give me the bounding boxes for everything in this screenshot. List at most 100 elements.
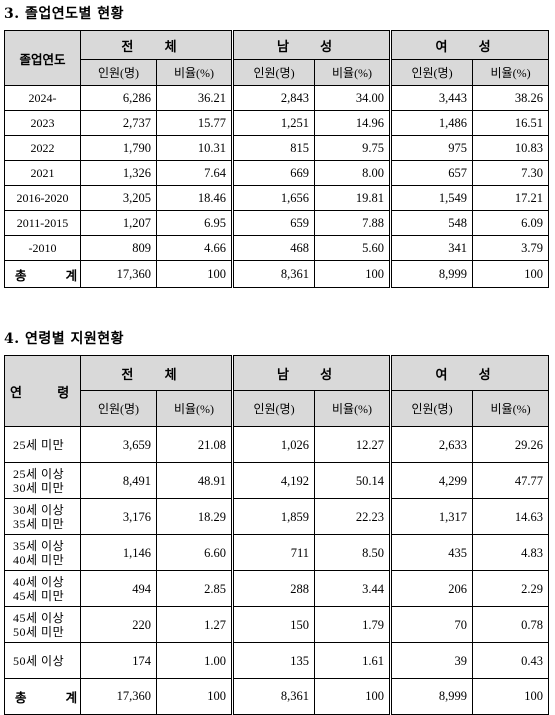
subheader: 비율(%) [472, 59, 550, 86]
row-label: 35세 이상 40세 미만 [4, 534, 81, 571]
row-label: 2024- [4, 85, 81, 111]
total-cell: 17,360 [80, 678, 157, 715]
table-cell: 8.50 [314, 534, 392, 571]
table-cell: 7.30 [472, 160, 550, 186]
row-label: 40세 이상 45세 미만 [4, 570, 81, 607]
table-cell: 34.00 [314, 85, 392, 111]
table-cell: 1,790 [80, 135, 157, 161]
total-cell: 8,361 [231, 260, 316, 288]
table-cell: 6.95 [155, 210, 234, 236]
row-header: 졸업연도 [4, 30, 81, 86]
row-label-line: 40세 이상 [13, 574, 65, 589]
row-label: -2010 [4, 235, 81, 261]
table-cell: 21.08 [155, 426, 234, 463]
table-cell: 0.78 [472, 606, 550, 643]
table-cell: 1,026 [231, 426, 316, 463]
row-label: 2011-2015 [4, 210, 81, 236]
table-cell: 50.14 [314, 462, 392, 499]
table-cell: 4.83 [472, 534, 550, 571]
table-cell: 435 [389, 534, 474, 571]
table-row: 30세 이상 35세 미만 3,176 18.29 1,859 22.23 1,317 14.… [4, 498, 550, 535]
row-label-line: 25세 이상 [13, 466, 65, 481]
subheader: 비율(%) [314, 390, 392, 427]
subheader: 비율(%) [155, 59, 234, 86]
table-cell: 10.31 [155, 135, 234, 161]
table-cell: 17.21 [472, 185, 550, 211]
group-header-total: 전 체 [79, 30, 234, 60]
table-cell: 29.26 [472, 426, 550, 463]
row-label: 2021 [4, 160, 81, 186]
row-label-line: 35세 미만 [13, 516, 65, 531]
table-cell: 14.63 [472, 498, 550, 535]
table-cell: 14.96 [314, 110, 392, 136]
table-cell: 5.60 [314, 235, 392, 261]
table-cell: 7.64 [155, 160, 234, 186]
row-label-line: 45세 미만 [13, 588, 65, 603]
subheader: 비율(%) [155, 390, 234, 427]
group-header-total: 전 체 [79, 355, 234, 391]
table-cell: 1.79 [314, 606, 392, 643]
row-label-line: 25세 미만 [13, 437, 65, 452]
table-cell: 3,176 [80, 498, 157, 535]
row-label: 30세 이상 35세 미만 [4, 498, 81, 535]
total-cell: 100 [314, 260, 392, 288]
row-label-line: 35세 이상 [13, 538, 65, 553]
table-cell: 659 [231, 210, 316, 236]
table-cell: 1,486 [389, 110, 474, 136]
table-cell: 6.09 [472, 210, 550, 236]
table-cell: 3.44 [314, 570, 392, 607]
group-header-female: 여 성 [389, 30, 550, 60]
row-header: 연 령 [4, 355, 81, 427]
age-table: 연 령 전 체 남 성 여 성 인원(명) 비율(%) 인원(명) 비율(%) … [4, 355, 550, 715]
subheader: 비율(%) [472, 390, 550, 427]
total-cell: 8,999 [389, 260, 474, 288]
subheader: 비율(%) [314, 59, 392, 86]
table-cell: 1,656 [231, 185, 316, 211]
table-cell: 206 [389, 570, 474, 607]
subheader: 인원(명) [389, 390, 474, 427]
table-cell: 135 [231, 642, 316, 679]
table-cell: 39 [389, 642, 474, 679]
table-cell: 657 [389, 160, 474, 186]
row-label: 45세 이상 50세 미만 [4, 606, 81, 643]
table-cell: 7.88 [314, 210, 392, 236]
row-label-line: 30세 미만 [13, 480, 65, 495]
total-label: 총 계 [4, 260, 81, 288]
table-row: 2024- 6,286 36.21 2,843 34.00 3,443 38.26 [4, 85, 550, 111]
table-cell: 2,843 [231, 85, 316, 111]
table-cell: 3,205 [80, 185, 157, 211]
total-cell: 8,999 [389, 678, 474, 715]
table-cell: 1,317 [389, 498, 474, 535]
table-cell: 2,737 [80, 110, 157, 136]
group-header-male: 남 성 [231, 30, 392, 60]
table-cell: 3,443 [389, 85, 474, 111]
table-cell: 19.81 [314, 185, 392, 211]
table-row: 45세 이상 50세 미만 220 1.27 150 1.79 70 0.78 [4, 606, 550, 643]
table-cell: 711 [231, 534, 316, 571]
table-cell: 815 [231, 135, 316, 161]
table-row: 40세 이상 45세 미만 494 2.85 288 3.44 206 2.29 [4, 570, 550, 607]
table-cell: 4,299 [389, 462, 474, 499]
section-title-age: 4. 연령별 지원현황 [4, 331, 125, 347]
table-cell: 669 [231, 160, 316, 186]
table-cell: 0.43 [472, 642, 550, 679]
table-cell: 18.29 [155, 498, 234, 535]
table-cell: 1,146 [80, 534, 157, 571]
row-label: 25세 미만 [4, 426, 81, 463]
table-cell: 18.46 [155, 185, 234, 211]
subheader: 인원(명) [231, 390, 316, 427]
table-row: 2021 1,326 7.64 669 8.00 657 7.30 [4, 160, 550, 186]
table-cell: 2.29 [472, 570, 550, 607]
row-label-line: 30세 이상 [13, 502, 65, 517]
table-cell: 2,633 [389, 426, 474, 463]
table-cell: 174 [80, 642, 157, 679]
table-row: 50세 이상 174 1.00 135 1.61 39 0.43 [4, 642, 550, 679]
table-cell: 1,326 [80, 160, 157, 186]
row-label: 50세 이상 [4, 642, 81, 679]
table-cell: 3,659 [80, 426, 157, 463]
subheader: 인원(명) [80, 390, 157, 427]
table-cell: 1.27 [155, 606, 234, 643]
table-cell: 22.23 [314, 498, 392, 535]
table-cell: 10.83 [472, 135, 550, 161]
table-cell: 9.75 [314, 135, 392, 161]
